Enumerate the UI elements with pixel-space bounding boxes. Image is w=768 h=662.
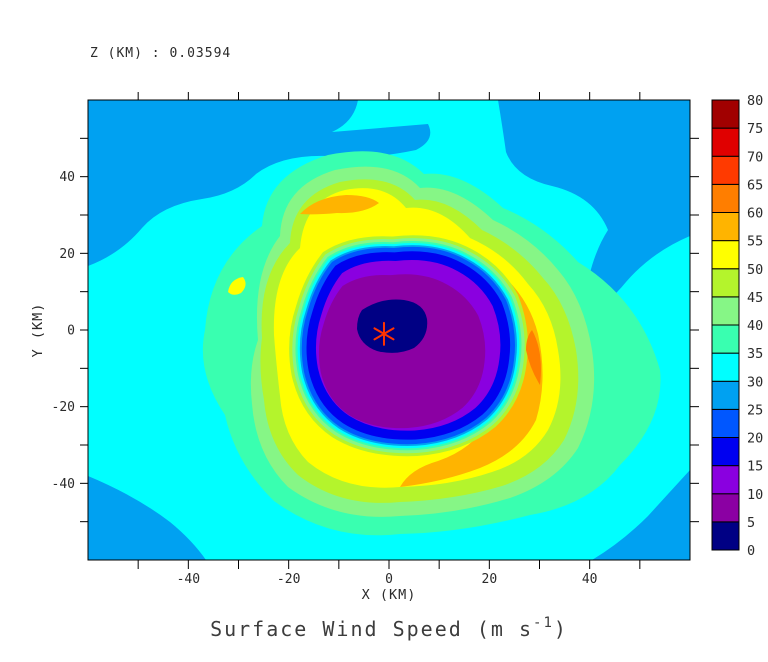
contour-region-25-30-top-right — [498, 100, 690, 307]
contour-region-55-60-nw-arc — [300, 195, 379, 215]
svg-text:45: 45 — [747, 290, 763, 306]
x-axis-tick-labels: -40 -20 0 20 40 — [177, 572, 598, 587]
axis-ticks — [80, 92, 699, 569]
svg-text:15: 15 — [747, 459, 763, 475]
y-axis-title: Y (KM) — [30, 303, 46, 358]
svg-text:40: 40 — [747, 318, 763, 334]
x-axis-title: X (KM) — [362, 587, 417, 603]
svg-text:80: 80 — [747, 93, 763, 109]
svg-text:0: 0 — [385, 572, 393, 587]
svg-text:70: 70 — [747, 149, 763, 165]
level-header: Z (KM) : 0.03594 — [90, 46, 231, 61]
y-axis-tick-labels: 40 20 0 -20 -40 — [52, 170, 75, 492]
svg-text:0: 0 — [747, 543, 755, 559]
contour-region-25-30-bottom-right — [592, 470, 690, 560]
svg-text:40: 40 — [59, 170, 75, 185]
svg-text:5: 5 — [747, 515, 755, 531]
svg-text:25: 25 — [747, 402, 763, 418]
svg-text:-40: -40 — [177, 572, 200, 587]
svg-text:20: 20 — [59, 247, 75, 262]
contour-region-50-55-west-spot — [228, 277, 246, 295]
svg-text:-40: -40 — [52, 477, 75, 492]
svg-text:10: 10 — [747, 487, 763, 503]
svg-text:55: 55 — [747, 234, 763, 250]
svg-text:75: 75 — [747, 121, 763, 137]
svg-text:65: 65 — [747, 177, 763, 193]
contour-field — [88, 100, 690, 560]
svg-text:0: 0 — [67, 324, 75, 339]
contour-region-60-65-east-sliver — [526, 330, 541, 385]
contour-region-25-30-top-left — [88, 100, 431, 266]
colorbar — [711, 99, 740, 551]
svg-text:50: 50 — [747, 262, 763, 278]
svg-text:35: 35 — [747, 346, 763, 362]
svg-text:-20: -20 — [277, 572, 300, 587]
svg-text:-20: -20 — [52, 400, 75, 415]
contour-region-25-30-bottom-left — [88, 476, 206, 560]
storm-center-marker — [373, 321, 395, 346]
colorbar-labels: 0 5 10 15 20 25 30 35 40 45 50 55 60 65 70 75 80 — [747, 93, 763, 559]
chart-title: Surface Wind Speed (m s-1) — [210, 615, 568, 641]
eye-region-0-5-core — [357, 299, 428, 353]
svg-text:60: 60 — [747, 206, 763, 222]
svg-text:30: 30 — [747, 374, 763, 390]
svg-text:40: 40 — [582, 572, 598, 587]
svg-text:20: 20 — [747, 431, 763, 447]
svg-text:20: 20 — [482, 572, 498, 587]
